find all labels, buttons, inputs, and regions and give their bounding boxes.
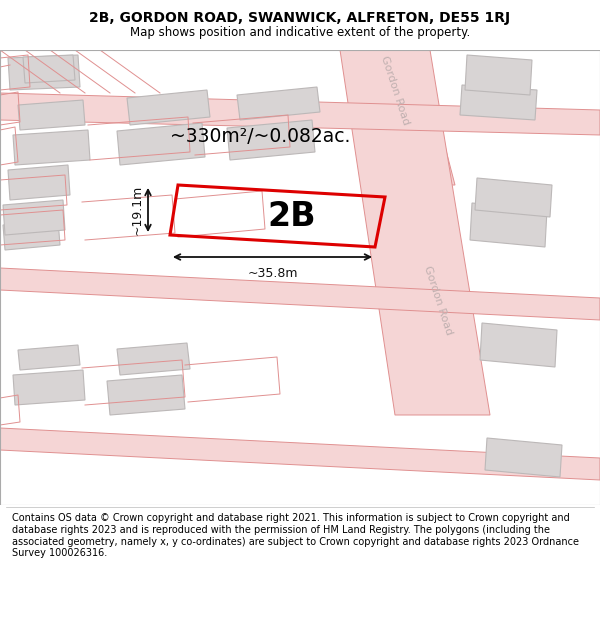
Polygon shape xyxy=(475,178,552,217)
Text: 2B, GORDON ROAD, SWANWICK, ALFRETON, DE55 1RJ: 2B, GORDON ROAD, SWANWICK, ALFRETON, DE5… xyxy=(89,11,511,25)
Polygon shape xyxy=(127,90,210,125)
Polygon shape xyxy=(0,428,600,480)
Polygon shape xyxy=(13,130,90,165)
Polygon shape xyxy=(3,200,65,235)
Polygon shape xyxy=(3,220,60,250)
Polygon shape xyxy=(340,50,490,415)
Polygon shape xyxy=(227,120,315,160)
Polygon shape xyxy=(470,203,547,247)
Polygon shape xyxy=(0,93,600,135)
Text: ~35.8m: ~35.8m xyxy=(247,267,298,280)
Text: Gordon Road: Gordon Road xyxy=(379,54,411,126)
Polygon shape xyxy=(23,55,75,83)
Polygon shape xyxy=(18,100,85,130)
Polygon shape xyxy=(117,123,205,165)
Polygon shape xyxy=(370,185,480,405)
Polygon shape xyxy=(485,438,562,477)
Polygon shape xyxy=(18,345,80,370)
Polygon shape xyxy=(345,50,455,185)
Polygon shape xyxy=(480,323,557,367)
Polygon shape xyxy=(237,87,320,120)
Polygon shape xyxy=(107,375,185,415)
Text: Gordon Road: Gordon Road xyxy=(422,264,454,336)
Polygon shape xyxy=(13,370,85,405)
Text: ~330m²/~0.082ac.: ~330m²/~0.082ac. xyxy=(170,127,350,146)
Text: Contains OS data © Crown copyright and database right 2021. This information is : Contains OS data © Crown copyright and d… xyxy=(12,513,579,558)
Polygon shape xyxy=(117,343,190,375)
Polygon shape xyxy=(8,165,70,200)
Text: 2B: 2B xyxy=(268,199,316,232)
Polygon shape xyxy=(8,55,80,90)
Polygon shape xyxy=(465,55,532,95)
Text: ~19.1m: ~19.1m xyxy=(131,185,144,235)
Polygon shape xyxy=(460,85,537,120)
Text: Map shows position and indicative extent of the property.: Map shows position and indicative extent… xyxy=(130,26,470,39)
Polygon shape xyxy=(0,268,600,320)
